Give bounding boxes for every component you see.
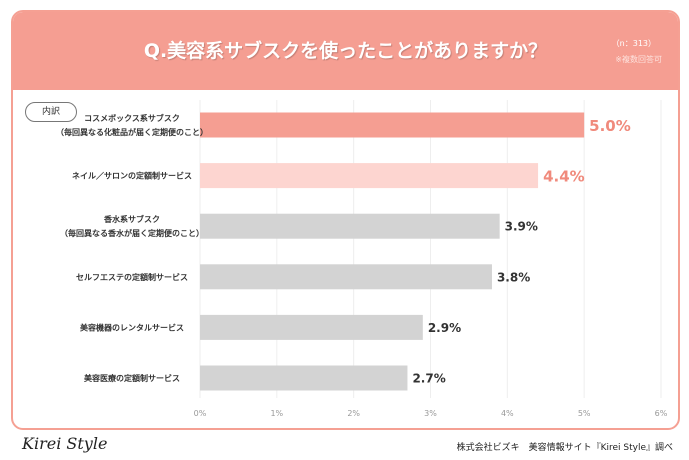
bar [200,264,492,290]
bar [200,314,423,340]
chart-card: Q.美容系サブスクを使ったことがありますか？ （n：313） ※複数回答可 内訳 [11,10,680,430]
category-label: ネイル／サロンの定額制サービス [72,171,192,181]
kirei-style-logo: Kirei Style [22,434,108,453]
sample-size: （n：313） [611,39,656,48]
multiple-answer-note: ※複数回答可 [615,55,662,64]
category-label: （毎回異なる化粧品が届く定期便のこと） [56,127,208,137]
category-label: セルフエステの定額制サービス [76,272,188,282]
bar [200,112,585,138]
category-label: 美容機器のレンタルサービス [80,322,184,332]
category-label: 香水系サブスク [103,214,160,224]
header-band: Q.美容系サブスクを使ったことがありますか？ （n：313） ※複数回答可 [13,12,678,90]
x-tick-label: 6% [655,409,668,418]
x-tick-label: 5% [578,409,591,418]
source-note: 株式会社ビズキ 美容情報サイト『Kirei Style』調べ [456,443,673,453]
bar [200,163,539,189]
data-label: 3.9% [505,220,538,234]
data-label: 5.0% [589,117,631,135]
data-label: 2.7% [412,372,445,386]
data-label: 3.8% [497,270,530,284]
bar [200,365,408,391]
x-tick-label: 2% [347,409,360,418]
chart-title: Q.美容系サブスクを使ったことがありますか？ [143,40,548,62]
category-label: （毎回異なる香水が届く定期便のこと） [60,228,204,238]
x-tick-label: 1% [270,409,283,418]
data-label: 4.4% [543,168,585,186]
breakdown-badge: 内訳 [25,102,77,122]
data-label: 2.9% [428,321,461,335]
x-tick-label: 3% [424,409,437,418]
category-label: 美容医療の定額制サービス [84,373,180,383]
category-label: コスメボックス系サブスク [84,113,180,123]
x-tick-label: 0% [194,409,207,418]
x-tick-label: 4% [501,409,514,418]
bar [200,213,500,239]
